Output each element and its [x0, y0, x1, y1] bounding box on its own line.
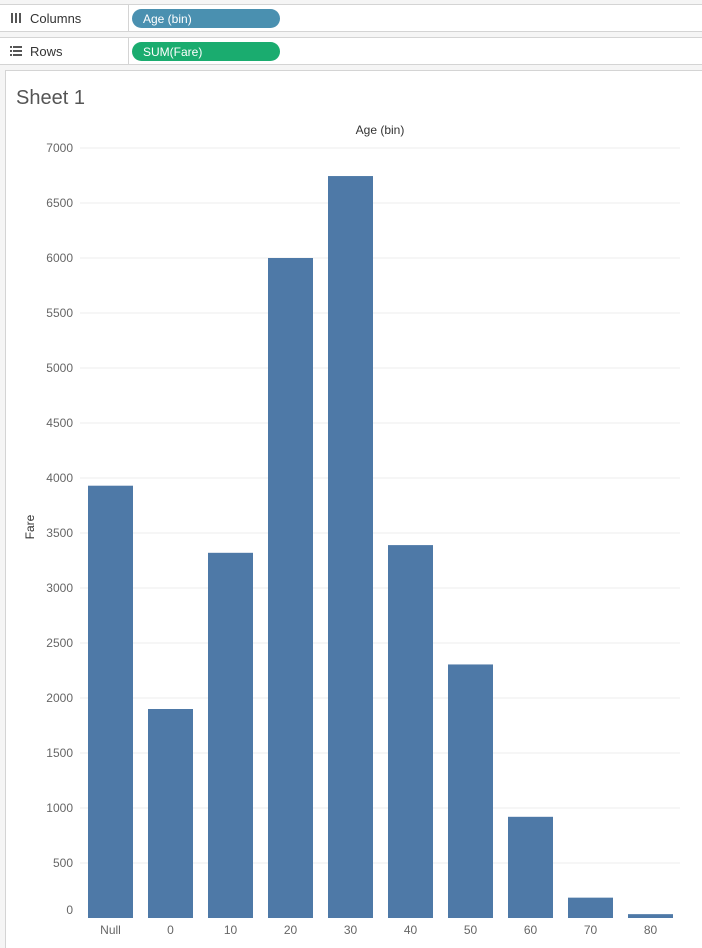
- x-tick-label: 60: [524, 923, 538, 937]
- x-tick-label: 80: [644, 923, 658, 937]
- x-axis-ticks: Null 0 10 20 30 40 50 60 70 80: [100, 923, 657, 937]
- y-tick-label: 3000: [46, 581, 73, 595]
- bar-20[interactable]: [268, 258, 313, 918]
- bar-80[interactable]: [628, 914, 673, 918]
- y-tick-label: 2000: [46, 691, 73, 705]
- y-tick-label: 1500: [46, 746, 73, 760]
- y-axis-title: Fare: [23, 514, 37, 539]
- columns-pill-age-bin[interactable]: Age (bin): [132, 9, 280, 28]
- y-tick-label: 1000: [46, 801, 73, 815]
- x-tick-label: 0: [167, 923, 174, 937]
- rows-label-text: Rows: [30, 43, 63, 59]
- y-tick-label: 500: [53, 856, 73, 870]
- bar-30[interactable]: [328, 176, 373, 919]
- bar-70[interactable]: [568, 897, 613, 918]
- bar-null[interactable]: [88, 485, 133, 918]
- x-tick-label: Null: [100, 923, 121, 937]
- bars[interactable]: [88, 176, 673, 919]
- bar-40[interactable]: [388, 545, 433, 918]
- sheet-title: Sheet 1: [16, 87, 85, 109]
- x-tick-label: 10: [224, 923, 238, 937]
- y-tick-label: 4000: [46, 471, 73, 485]
- x-axis-title: Age (bin): [356, 123, 405, 137]
- columns-label-text: Columns: [30, 10, 82, 26]
- y-tick-label: 5500: [46, 306, 73, 320]
- bar-50[interactable]: [448, 664, 493, 918]
- x-tick-label: 70: [584, 923, 598, 937]
- gridlines: [80, 147, 680, 864]
- bar-0[interactable]: [148, 709, 193, 918]
- y-tick-label: 3500: [46, 526, 73, 540]
- x-tick-label: 50: [464, 923, 478, 937]
- rows-icon: [10, 45, 22, 57]
- y-tick-label: 0: [66, 903, 73, 917]
- x-tick-label: 40: [404, 923, 418, 937]
- columns-shelf[interactable]: Columns Age (bin): [0, 4, 702, 32]
- bar-10[interactable]: [208, 552, 253, 918]
- columns-shelf-label: Columns: [0, 5, 129, 31]
- y-axis-ticks: 0 500 1000 1500 2000 2500 3000 3500 4000 4500 5000…: [46, 141, 73, 917]
- y-tick-label: 7000: [46, 141, 73, 155]
- rows-shelf-label: Rows: [0, 38, 129, 64]
- rows-shelf[interactable]: Rows SUM(Fare): [0, 37, 702, 65]
- y-tick-label: 4500: [46, 416, 73, 430]
- y-tick-label: 5000: [46, 361, 73, 375]
- bar-60[interactable]: [508, 816, 553, 918]
- y-tick-label: 6000: [46, 251, 73, 265]
- y-tick-label: 2500: [46, 636, 73, 650]
- x-tick-label: 30: [344, 923, 358, 937]
- columns-icon: [10, 12, 22, 24]
- y-tick-label: 6500: [46, 196, 73, 210]
- rows-pill-sum-fare[interactable]: SUM(Fare): [132, 42, 280, 61]
- x-tick-label: 20: [284, 923, 298, 937]
